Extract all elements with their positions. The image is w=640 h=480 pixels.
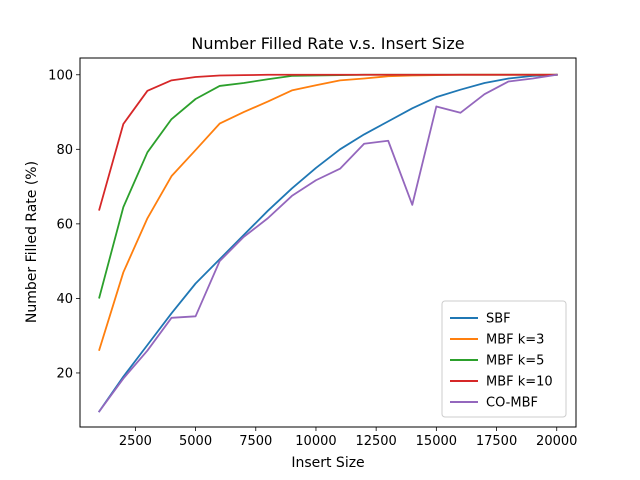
plot-area [79, 57, 577, 428]
y-tick-label: 40 [56, 292, 73, 307]
x-axis: 2500 5000 7500 10000 12500 15000 17500 20000 [119, 427, 577, 449]
y-tick-label: 100 [48, 68, 73, 83]
chart-title: Number Filled Rate v.s. Insert Size [191, 34, 464, 53]
legend-label: SBF [486, 312, 511, 327]
y-tick-label: 80 [56, 143, 73, 158]
x-axis-label: Insert Size [291, 455, 364, 471]
series-line-1 [98, 73, 558, 413]
x-tick-label: 5000 [179, 434, 212, 449]
y-tick-label: 20 [56, 366, 73, 381]
legend-box [441, 300, 567, 418]
x-tick-label: 20000 [536, 434, 577, 449]
plot-frame [79, 57, 577, 428]
series-line-3 [98, 73, 558, 299]
x-tick-label: 17500 [476, 434, 517, 449]
x-tick-label: 12500 [355, 434, 396, 449]
legend-label: MBF k=5 [486, 354, 544, 369]
legend-label: MBF k=3 [486, 333, 544, 348]
x-tick-label: 2500 [119, 434, 152, 449]
y-axis: 20 40 60 80 100 [48, 68, 80, 381]
legend: SBF MBF k=3 MBF k=5 MBF k=10 CO-MBF [441, 300, 567, 418]
series-line-4 [98, 73, 558, 211]
series-line-5 [98, 73, 558, 413]
x-tick-label: 10000 [295, 434, 336, 449]
legend-label: MBF k=10 [486, 375, 553, 390]
series-layer [98, 73, 558, 413]
y-axis-label: Number Filled Rate (%) [24, 161, 40, 323]
legend-label: CO-MBF [486, 396, 538, 411]
x-tick-label: 15000 [416, 434, 457, 449]
y-tick-label: 60 [56, 217, 73, 232]
x-tick-label: 7500 [239, 434, 272, 449]
